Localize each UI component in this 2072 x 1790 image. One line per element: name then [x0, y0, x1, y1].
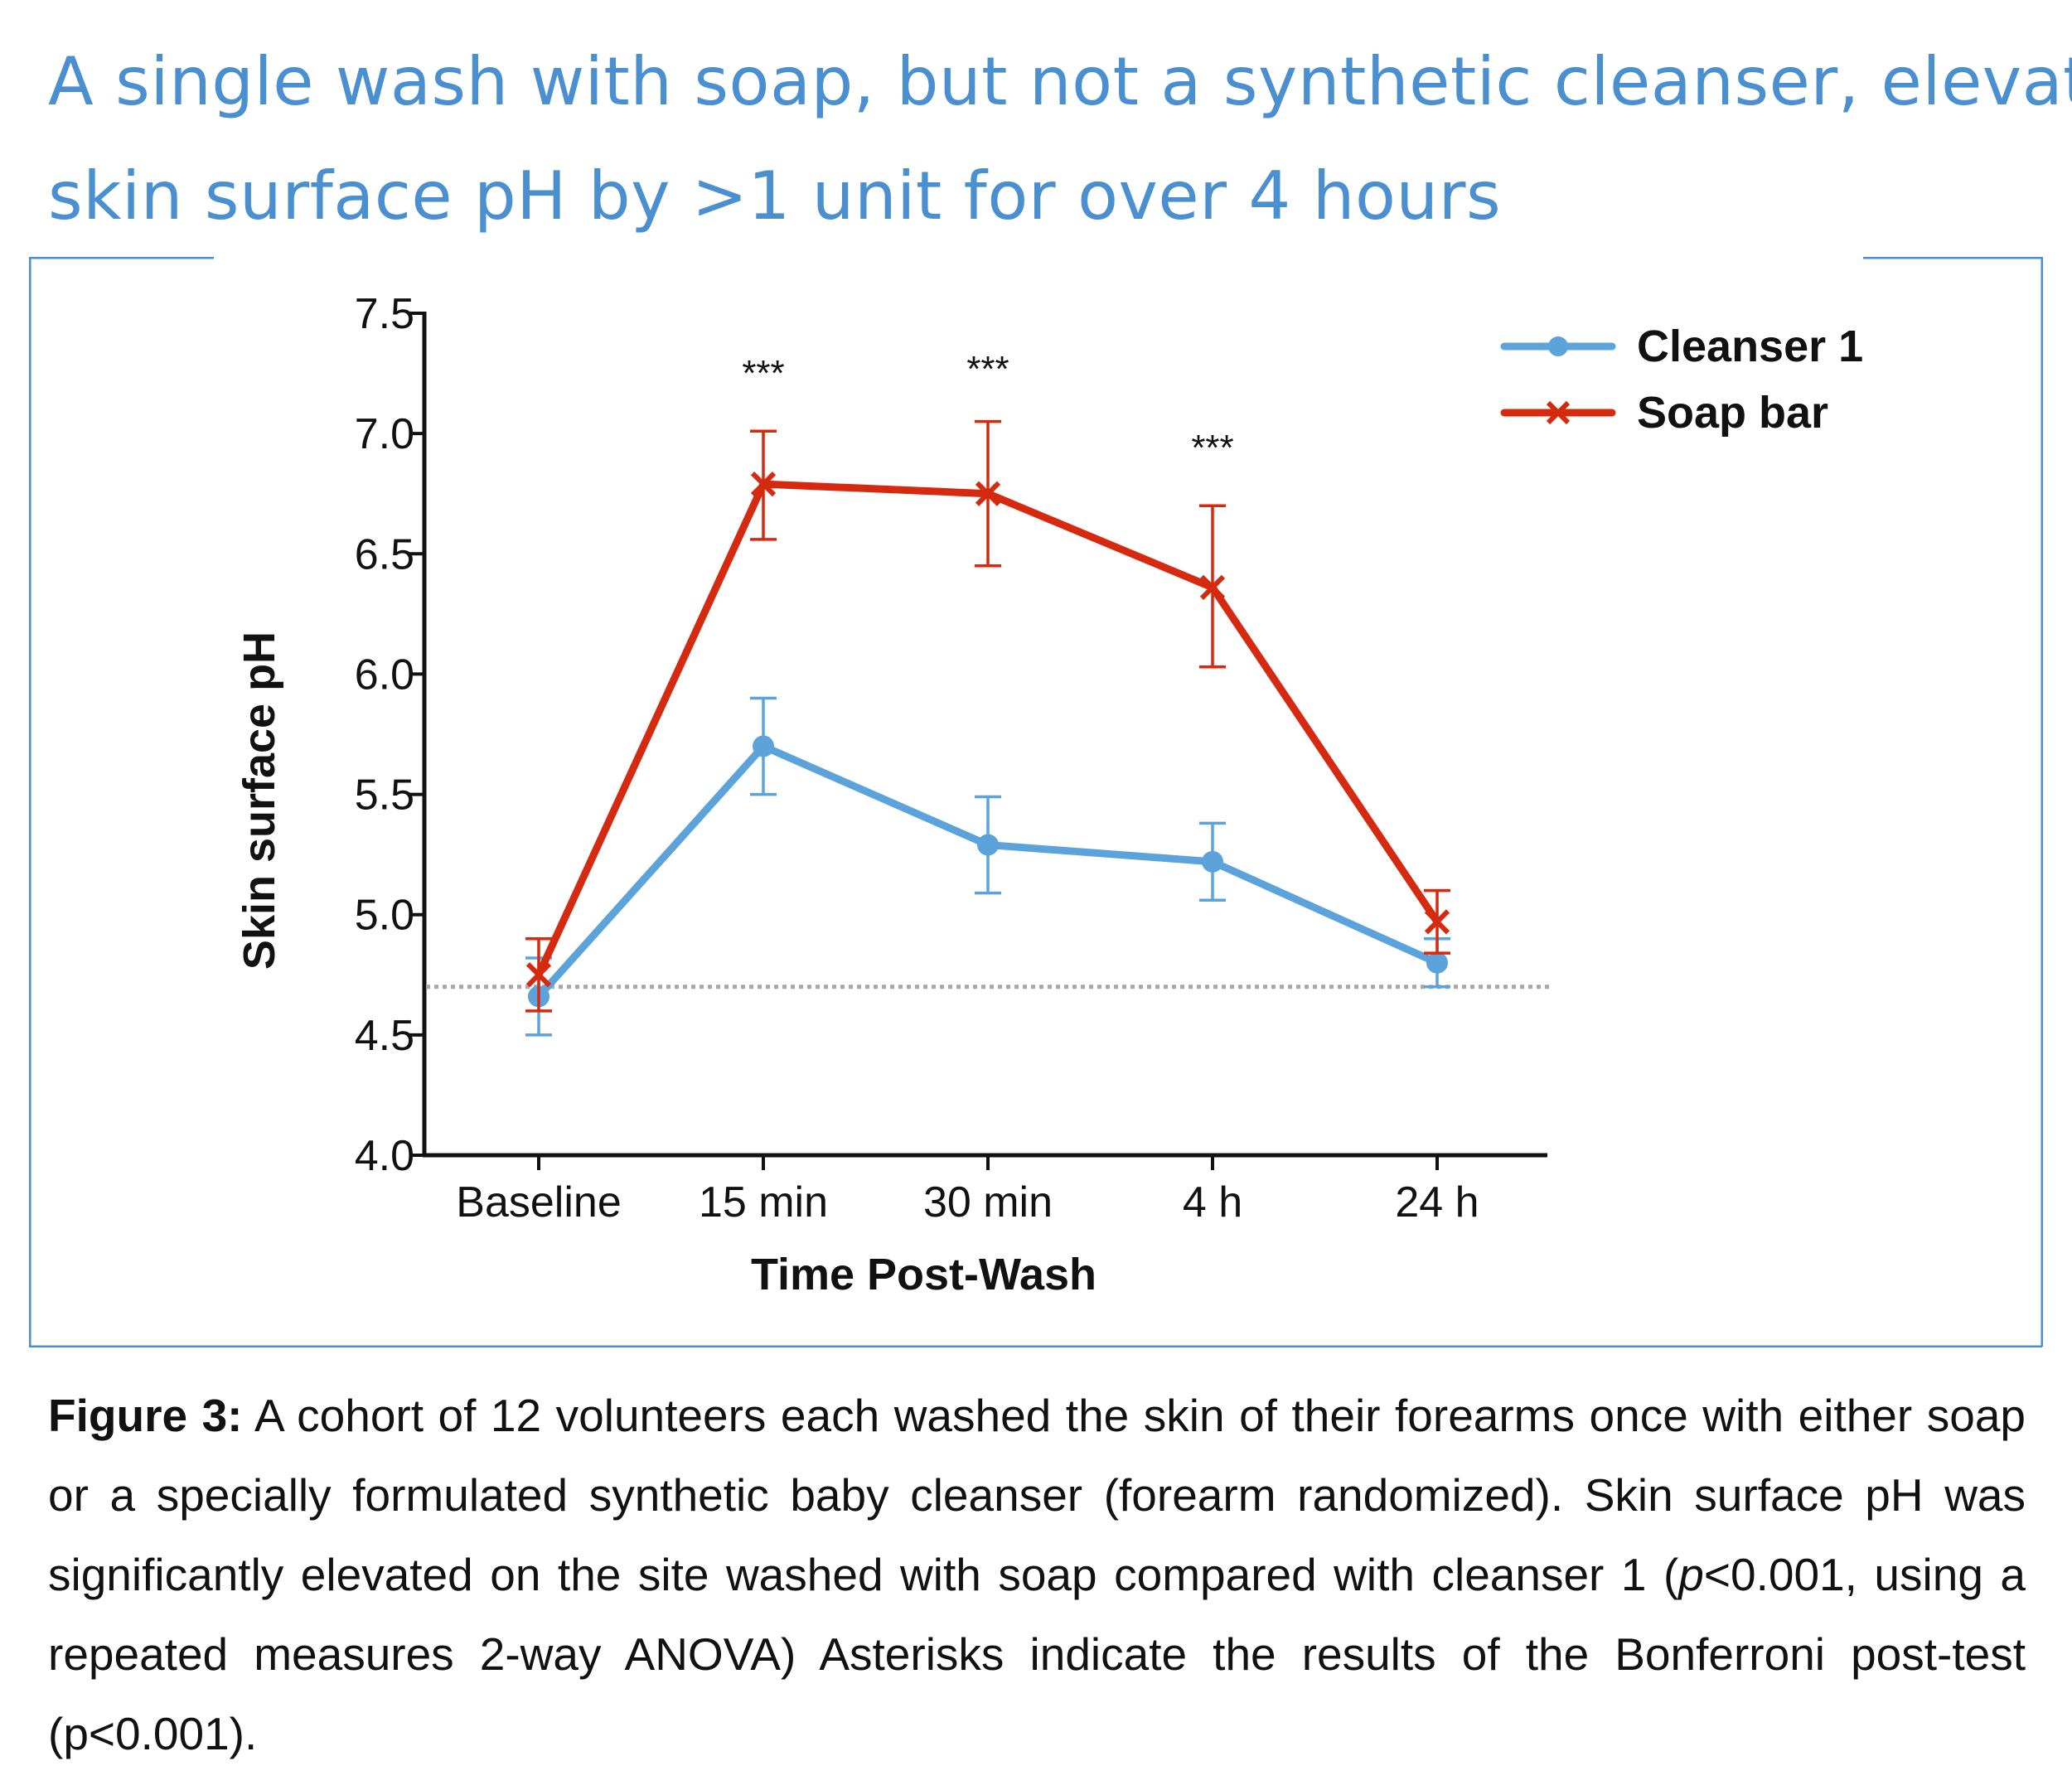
significance-asterisks: ***	[742, 353, 784, 394]
soap-point	[525, 962, 552, 988]
cleanser-point	[1426, 951, 1448, 974]
soap-point	[750, 471, 777, 497]
x-tick-label: 24 h	[1395, 1178, 1479, 1226]
caption-label: Figure 3:	[48, 1390, 243, 1441]
chart: 4.0 4.5 5.0 5.5 6.0 6.5 7.0 7.5 Baseline 15 min 30…	[29, 257, 2043, 1347]
cleanser-point	[1202, 850, 1223, 873]
y-tick-label: 4.0	[355, 1132, 414, 1180]
caption-text-2: <0.001, using a repeated measures 2-way …	[48, 1549, 2026, 1759]
legend-cleanser-marker	[1548, 336, 1568, 356]
y-tick-label: 6.5	[355, 530, 414, 578]
y-tick-label: 7.0	[355, 410, 414, 458]
x-tick-label: Baseline	[456, 1178, 621, 1226]
x-tick-label: 15 min	[699, 1178, 828, 1226]
legend-soap-marker	[1546, 400, 1571, 425]
y-tick-label: 5.5	[355, 772, 414, 820]
chart-frame: 4.0 4.5 5.0 5.5 6.0 6.5 7.0 7.5 Baseline 15 min 30…	[29, 257, 2043, 1347]
title-line-1: A single wash with soap, but not a synth…	[48, 43, 2072, 120]
y-tick-label: 7.5	[355, 290, 414, 338]
page-title: A single wash with soap, but not a synth…	[48, 25, 2072, 254]
caption-text-1: A cohort of 12 volunteers each washed th…	[48, 1390, 2026, 1600]
y-tick-label: 4.5	[355, 1012, 414, 1060]
cleanser-point	[753, 735, 774, 757]
significance-asterisks: ***	[1191, 428, 1233, 468]
figure-caption: Figure 3: A cohort of 12 volunteers each…	[48, 1376, 2026, 1773]
legend-soap-label: Soap bar	[1637, 388, 1828, 438]
cleanser-point	[977, 834, 999, 856]
legend-cleanser-label: Cleanser 1	[1637, 322, 1863, 371]
y-axis-title: Skin surface pH	[235, 631, 284, 970]
caption-p-italic: p	[1678, 1549, 1704, 1600]
x-tick-label: 30 min	[923, 1178, 1053, 1226]
soap-point	[1424, 909, 1450, 935]
x-tick-label: 4 h	[1183, 1178, 1242, 1226]
significance-asterisks: ***	[966, 349, 1009, 389]
soap-point	[975, 481, 1001, 506]
y-tick-label: 6.0	[355, 651, 414, 699]
y-tick-label: 5.0	[355, 892, 414, 940]
x-axis-title: Time Post-Wash	[751, 1250, 1097, 1299]
title-line-2: skin surface pH by >1 unit for over 4 ho…	[48, 157, 1502, 235]
soap-point	[1199, 574, 1226, 601]
